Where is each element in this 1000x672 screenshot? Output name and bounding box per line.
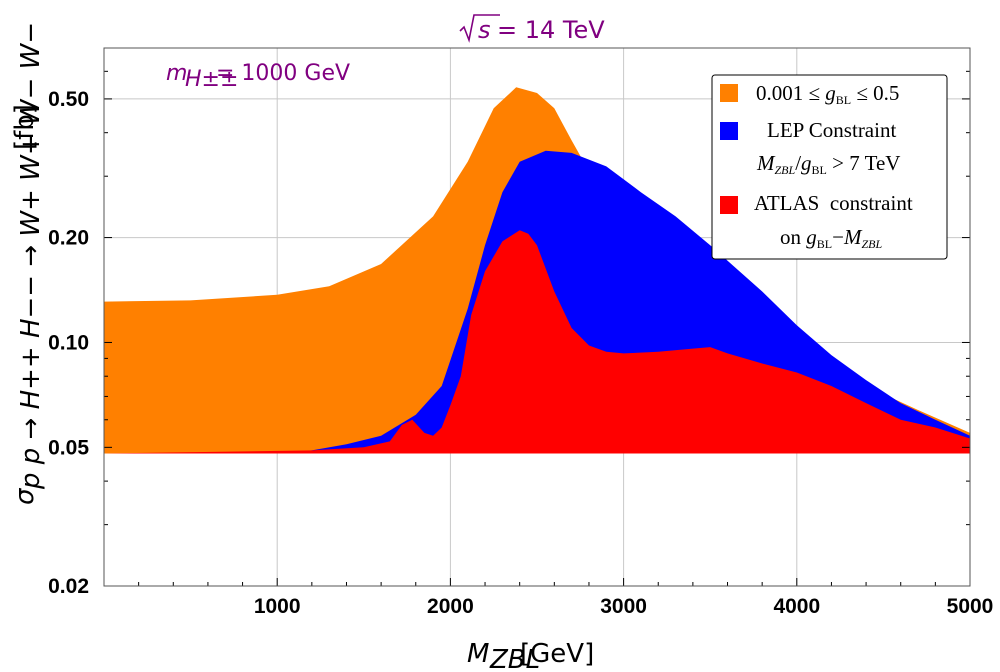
x-axis-label-main: M: [467, 639, 489, 669]
mass-label-sub: H±±: [185, 67, 238, 92]
legend-entry-3: ATLAS constraint: [754, 191, 913, 215]
tick-group: 1000 2000 3000 4000 5000 0.02 0.05 0.10 0.20 0.50: [48, 47, 994, 618]
y-tick-label-2: 0.10: [48, 331, 89, 354]
y-tick-label-0: 0.02: [48, 575, 89, 598]
title-rest: = 14 TeV: [497, 16, 605, 44]
x-axis-label-sub: ZBL: [489, 645, 540, 672]
title-variable: s: [478, 16, 491, 44]
x-tick-label-3: 4000: [773, 595, 820, 618]
y-axis-label: σ p p → H++ H−− → W+ W+ W− W− [fb]: [10, 22, 46, 505]
legend-entry-3-line2: on gBL−MZBL: [780, 225, 882, 251]
legend-entry-2: LEP Constraint: [767, 118, 896, 142]
plot-frame: [103, 47, 971, 587]
legend: 0.001 ≤ gBL ≤ 0.5 LEP Constraint MZBL/gB…: [711, 74, 948, 260]
legend-entry-1: 0.001 ≤ gBL ≤ 0.5: [756, 81, 899, 107]
series-group: [104, 87, 970, 454]
series-band-2: [104, 230, 970, 454]
y-axis-label-sigma: σ: [10, 487, 40, 505]
chart-title: s = 14 TeV: [459, 14, 605, 44]
legend-box: [711, 74, 948, 260]
legend-entry-2-line2: MZBL/gBL > 7 TeV: [756, 151, 900, 177]
legend-swatch-blue: [720, 122, 738, 140]
y-tick-label-1: 0.05: [48, 436, 89, 459]
x-axis-label-unit: [GeV]: [520, 639, 594, 669]
legend-swatch-orange: [720, 84, 738, 102]
x-tick-label-2: 3000: [600, 595, 647, 618]
x-tick-label-1: 2000: [427, 595, 474, 618]
x-axis-label: M ZBL [GeV]: [467, 639, 594, 672]
mass-label-m: m: [166, 61, 187, 86]
y-tick-label-3: 0.20: [48, 227, 89, 250]
y-axis-label-unit: [fb]: [10, 104, 40, 150]
mass-annotation: m H±± = 1000 GeV: [166, 61, 350, 92]
x-tick-label-0: 1000: [254, 595, 301, 618]
mass-label-value: = 1000 GeV: [216, 61, 350, 86]
x-tick-label-4: 5000: [947, 595, 994, 618]
legend-swatch-red: [720, 196, 738, 214]
y-axis-label-sub: p p → H++ H−− → W+ W+ W− W−: [16, 22, 46, 490]
y-tick-label-4: 0.50: [48, 88, 89, 111]
